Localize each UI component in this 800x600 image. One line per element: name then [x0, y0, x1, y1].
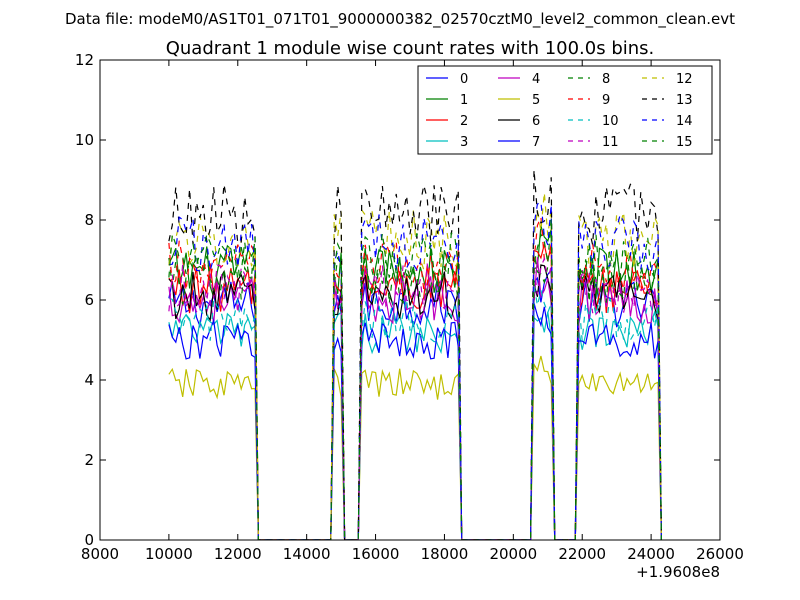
legend-label-8: 8 — [602, 72, 610, 87]
y-tick-label: 12 — [75, 51, 94, 69]
x-tick-label: 14000 — [283, 545, 331, 563]
legend-label-14: 14 — [676, 114, 693, 129]
legend-label-0: 0 — [460, 72, 468, 87]
legend-label-11: 11 — [602, 135, 619, 150]
series-line-14 — [168, 200, 662, 540]
series-line-1 — [168, 225, 662, 540]
x-tick-label: 20000 — [489, 545, 537, 563]
y-tick-label: 2 — [84, 451, 94, 469]
legend-label-5: 5 — [532, 93, 540, 108]
legend-label-1: 1 — [460, 93, 468, 108]
x-tick-label: 22000 — [558, 545, 606, 563]
legend-label-2: 2 — [460, 114, 468, 129]
series-line-12 — [168, 192, 662, 540]
series-line-9 — [168, 216, 662, 540]
y-tick-label: 0 — [84, 531, 94, 549]
legend-label-15: 15 — [676, 135, 693, 150]
chart-title: Quadrant 1 module wise count rates with … — [166, 38, 655, 59]
x-tick-label: 8000 — [81, 545, 119, 563]
series-line-4 — [168, 257, 662, 540]
x-tick-label: 10000 — [145, 545, 193, 563]
series-line-7 — [168, 302, 662, 540]
series-line-5 — [168, 355, 662, 540]
legend-label-10: 10 — [602, 114, 619, 129]
legend-label-12: 12 — [676, 72, 693, 87]
axis-ticks: 8000 10000 12000 14000 16000 18000 20000 22000 2… — [75, 51, 744, 563]
y-tick-label: 6 — [84, 291, 94, 309]
x-offset-label: +1.9608e8 — [636, 563, 720, 581]
x-tick-label: 24000 — [627, 545, 675, 563]
y-tick-label: 10 — [75, 131, 94, 149]
x-tick-label: 16000 — [352, 545, 400, 563]
series-line-11 — [168, 256, 662, 540]
legend-label-7: 7 — [532, 135, 540, 150]
series-line-13 — [168, 169, 662, 540]
legend-label-6: 6 — [532, 114, 540, 129]
y-tick-label: 8 — [84, 211, 94, 229]
series-line-10 — [168, 283, 662, 540]
x-tick-label: 12000 — [214, 545, 262, 563]
legend-label-9: 9 — [602, 93, 610, 108]
series-layer — [168, 169, 662, 540]
legend-label-13: 13 — [676, 93, 693, 108]
series-line-6 — [168, 264, 662, 540]
legend-label-3: 3 — [460, 135, 468, 150]
y-tick-label: 4 — [84, 371, 94, 389]
legend-label-4: 4 — [532, 72, 540, 87]
x-tick-label: 18000 — [421, 545, 469, 563]
x-tick-label: 26000 — [696, 545, 744, 563]
series-line-8 — [168, 252, 662, 540]
legend-frame — [417, 65, 713, 155]
data-file-header: Data file: modeM0/AS1T01_071T01_90000003… — [65, 10, 735, 29]
